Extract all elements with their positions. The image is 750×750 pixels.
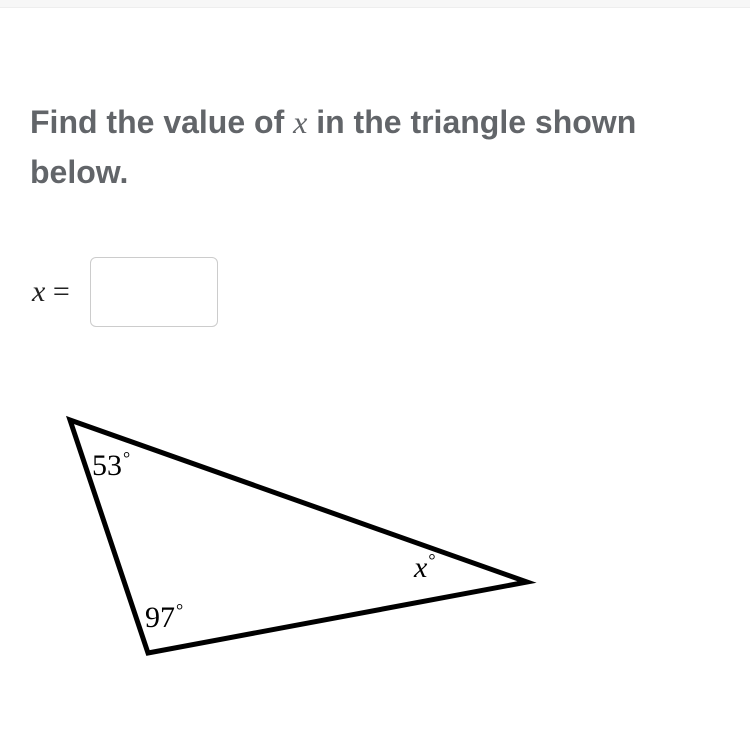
angle-right-unit: ° <box>428 550 435 570</box>
prompt-text-before: Find the value of <box>30 104 293 140</box>
answer-input[interactable] <box>90 257 218 327</box>
angle-top-label: 53° <box>92 448 130 483</box>
triangle-shape <box>70 420 527 653</box>
prompt-variable-x: x <box>293 104 307 140</box>
window-top-border <box>0 0 750 8</box>
angle-bottom-label: 97° <box>145 600 183 635</box>
answer-label: x = <box>32 275 70 309</box>
question-content: Find the value of x in the triangle show… <box>0 8 750 327</box>
triangle-svg <box>0 400 560 680</box>
triangle-figure: 53° 97° x° <box>0 400 560 680</box>
question-prompt: Find the value of x in the triangle show… <box>30 98 720 197</box>
angle-top-unit: ° <box>123 448 130 468</box>
angle-bottom-value: 97 <box>145 601 175 634</box>
answer-row: x = <box>32 257 720 327</box>
angle-right-label: x° <box>414 550 436 585</box>
answer-label-x: x <box>32 275 45 308</box>
answer-label-eq: = <box>45 275 69 308</box>
angle-right-value: x <box>414 551 427 584</box>
angle-top-value: 53 <box>92 449 122 482</box>
angle-bottom-unit: ° <box>176 600 183 620</box>
